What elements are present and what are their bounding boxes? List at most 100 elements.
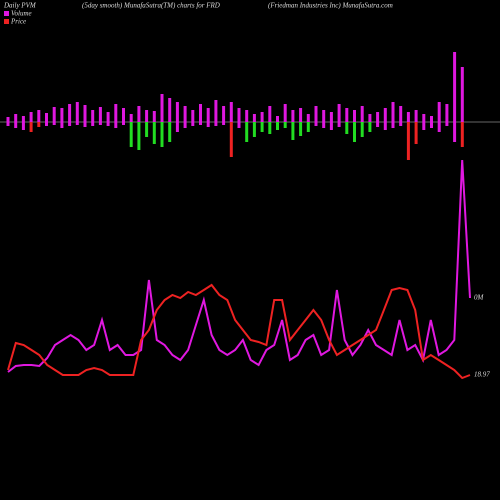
pvm-bar	[60, 122, 64, 128]
pvm-bar	[291, 122, 295, 140]
pvm-bar	[229, 122, 233, 157]
pvm-bar	[268, 122, 272, 134]
volume-bar	[206, 108, 210, 122]
pvm-bar	[168, 122, 172, 142]
volume-bar	[245, 110, 249, 122]
pvm-bar	[276, 122, 279, 130]
volume-bar	[414, 110, 418, 122]
volume-bar	[299, 108, 303, 122]
pvm-bar	[383, 122, 387, 130]
volume-bar	[314, 106, 318, 122]
volume-bar	[114, 104, 118, 122]
volume-bar	[430, 116, 433, 122]
pvm-bar	[376, 122, 380, 127]
volume-bar	[360, 106, 364, 122]
pvm-bar	[68, 122, 72, 126]
pvm-bar	[422, 122, 426, 130]
pvm-bar	[353, 122, 356, 142]
pvm-bar	[283, 122, 287, 128]
pvm-bar	[252, 122, 256, 137]
volume-bar	[306, 114, 310, 122]
volume-bar	[168, 98, 172, 122]
pvm-bar	[306, 122, 310, 132]
volume-bar	[391, 102, 395, 122]
volume-bar	[399, 106, 403, 122]
pvm-bar	[98, 122, 102, 125]
pvm-bar	[52, 122, 56, 125]
pvm-bar	[430, 122, 433, 128]
volume-bar	[229, 102, 233, 122]
volume-bar	[214, 100, 218, 122]
volume-bar	[445, 104, 449, 122]
pvm-bar	[391, 122, 395, 128]
pvm-bar	[129, 122, 133, 147]
volume-bar	[75, 102, 79, 122]
volume-bar	[183, 106, 187, 122]
chart-subtitle: (Friedman Industries Inc) MunafaSutra.co…	[268, 2, 393, 10]
volume-bar	[145, 110, 149, 122]
volume-bar	[422, 114, 426, 122]
pvm-bar	[214, 122, 218, 126]
pvm-bar	[183, 122, 187, 128]
end-label: 18.97	[474, 371, 490, 379]
pvm-bar	[191, 122, 195, 126]
pvm-bar	[160, 122, 164, 147]
pvm-bar	[14, 122, 18, 128]
pvm-bar	[260, 122, 264, 132]
pvm-bar	[237, 122, 241, 128]
pvm-bar	[75, 122, 79, 125]
volume-bar	[322, 110, 326, 122]
volume-bar	[437, 102, 441, 122]
pvm-bar	[460, 122, 464, 147]
pvm-bar	[106, 122, 110, 126]
volume-bar	[68, 104, 72, 122]
volume-bar	[175, 102, 179, 122]
pvm-bar	[206, 122, 210, 127]
volume-bar	[368, 114, 372, 122]
volume-bar	[276, 116, 279, 122]
pvm-bar	[83, 122, 87, 127]
pvm-bar	[114, 122, 118, 128]
volume-bar	[45, 113, 48, 122]
volume-bar	[21, 116, 25, 122]
pvm-bar	[37, 122, 41, 127]
pvm-bar	[145, 122, 149, 137]
end-label: 0M	[474, 294, 485, 302]
pvm-bar	[245, 122, 249, 142]
pvm-bar	[445, 122, 449, 126]
volume-bar	[329, 112, 333, 122]
volume-bar	[129, 114, 133, 122]
volume-bar	[137, 106, 141, 122]
volume-bar	[199, 104, 202, 122]
volume-bar	[283, 104, 287, 122]
volume-bar	[460, 67, 464, 122]
volume-bar	[453, 52, 457, 122]
volume-bar	[106, 112, 110, 122]
line-series	[7, 159, 471, 373]
pvm-bar	[406, 122, 410, 160]
volume-bar	[268, 106, 272, 122]
pvm-bar	[29, 122, 33, 132]
volume-bar	[14, 114, 18, 122]
volume-bar	[345, 108, 349, 122]
pvm-bar	[199, 122, 202, 125]
pvm-bar	[314, 122, 318, 126]
pvm-bar	[322, 122, 326, 128]
legend-label: Price	[10, 18, 26, 26]
pvm-bar	[152, 122, 156, 144]
pvm-bar	[6, 122, 10, 126]
corner-label: Daily PVM	[3, 2, 37, 10]
volume-bar	[52, 107, 56, 122]
volume-bar	[291, 110, 295, 122]
pvm-bar	[175, 122, 179, 132]
volume-bar	[353, 110, 356, 122]
volume-bar	[237, 108, 241, 122]
volume-bar	[222, 106, 226, 122]
pvm-bar	[368, 122, 372, 132]
pvm-bar	[360, 122, 364, 137]
legend-swatch	[4, 19, 9, 24]
volume-bar	[376, 112, 380, 122]
pvm-bar	[399, 122, 403, 126]
pvm-bar	[45, 122, 48, 126]
